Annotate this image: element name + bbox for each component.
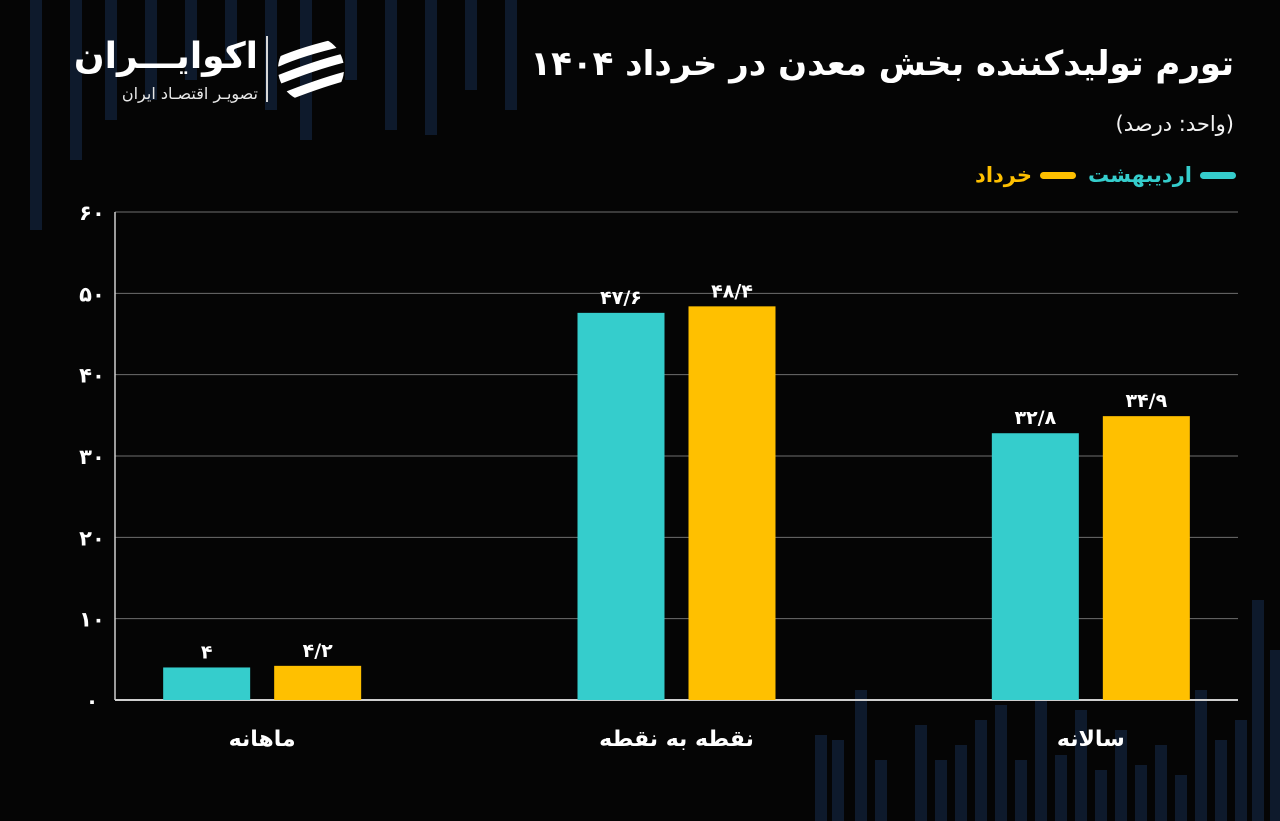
bar-series-2-1 [688,306,776,700]
background-candle [225,0,237,60]
y-tick-label: ۴۰ [79,364,105,388]
background-candle [1215,740,1227,821]
background-candle [1055,755,1067,821]
background-candle [1015,760,1027,821]
y-tick-label: ۶۰ [79,201,105,225]
background-candle [145,0,157,100]
background-candle [1135,765,1147,821]
data-label: ۴۸/۴ [711,280,753,302]
background-candle [832,740,844,821]
brand-logo: اکوایـــران تصویـر اقتصـاد ایران [48,28,344,108]
legend-swatch-series-2 [1040,171,1076,179]
background-candle [995,705,1007,821]
background-candle [975,720,987,821]
background-candle [1252,600,1264,821]
bar-series-1-0 [163,667,251,700]
y-tick-label: ۵۰ [79,282,105,306]
legend-item-series-2: خرداد [975,163,1076,187]
data-label: ۴/۲ [303,640,334,662]
brand-tagline: تصویـر اقتصـاد ایران [121,84,258,103]
background-candle [505,0,517,110]
background-candle [1175,775,1187,821]
background-candle [1270,650,1280,821]
background-candle [345,0,357,80]
y-tick-label: ۰ [86,689,99,713]
background-candle [30,0,42,230]
background-candle [425,0,437,135]
logo-divider [266,36,268,102]
category-label: نقطه به نقطه [599,727,754,752]
background-candle [385,0,397,130]
background-candle [955,745,967,821]
background-candle [1075,710,1087,821]
background-candle [1155,745,1167,821]
chart-title: تورم تولیدکننده بخش معدن در خرداد ۱۴۰۴ [530,44,1234,84]
background-candle [465,0,477,90]
background-candle [855,690,867,821]
bar-series-2-0 [274,665,362,700]
background-candle [1115,730,1127,821]
y-tick-label: ۱۰ [79,608,105,632]
data-label: ۴۷/۶ [600,287,642,309]
background-candle [105,0,117,120]
bar-series-1-1 [577,312,665,700]
category-label: سالانه [1057,727,1125,752]
background-candle [1235,720,1247,821]
background-candle [1195,690,1207,821]
background-candle [70,0,82,160]
data-label: ۳۲/۸ [1014,407,1056,429]
legend-label-series-1: اردیبهشت [1088,163,1192,187]
unit-label: (واحد: درصد) [1115,112,1234,136]
data-label: ۴ [201,641,213,663]
background-candle [1035,700,1047,821]
legend-label-series-2: خرداد [975,163,1032,187]
bar-series-2-2 [1102,416,1190,700]
background-candle [915,725,927,821]
background-candle [875,760,887,821]
data-label: ۳۴/۹ [1125,390,1167,412]
brand-mark-icon [278,37,344,102]
background-candle [1095,770,1107,821]
background-candle [185,0,197,80]
category-label: ماهانه [229,727,296,752]
legend-swatch-series-1 [1200,171,1236,179]
background-candle [815,735,827,821]
bar-series-1-2 [991,433,1079,700]
legend: اردیبهشت خرداد [975,163,1236,187]
background-candle [265,0,277,110]
y-tick-label: ۳۰ [79,445,105,469]
legend-item-series-1: اردیبهشت [1088,163,1236,187]
background-candle [935,760,947,821]
brand-name: اکوایـــران [73,36,258,77]
y-tick-label: ۲۰ [79,526,105,550]
